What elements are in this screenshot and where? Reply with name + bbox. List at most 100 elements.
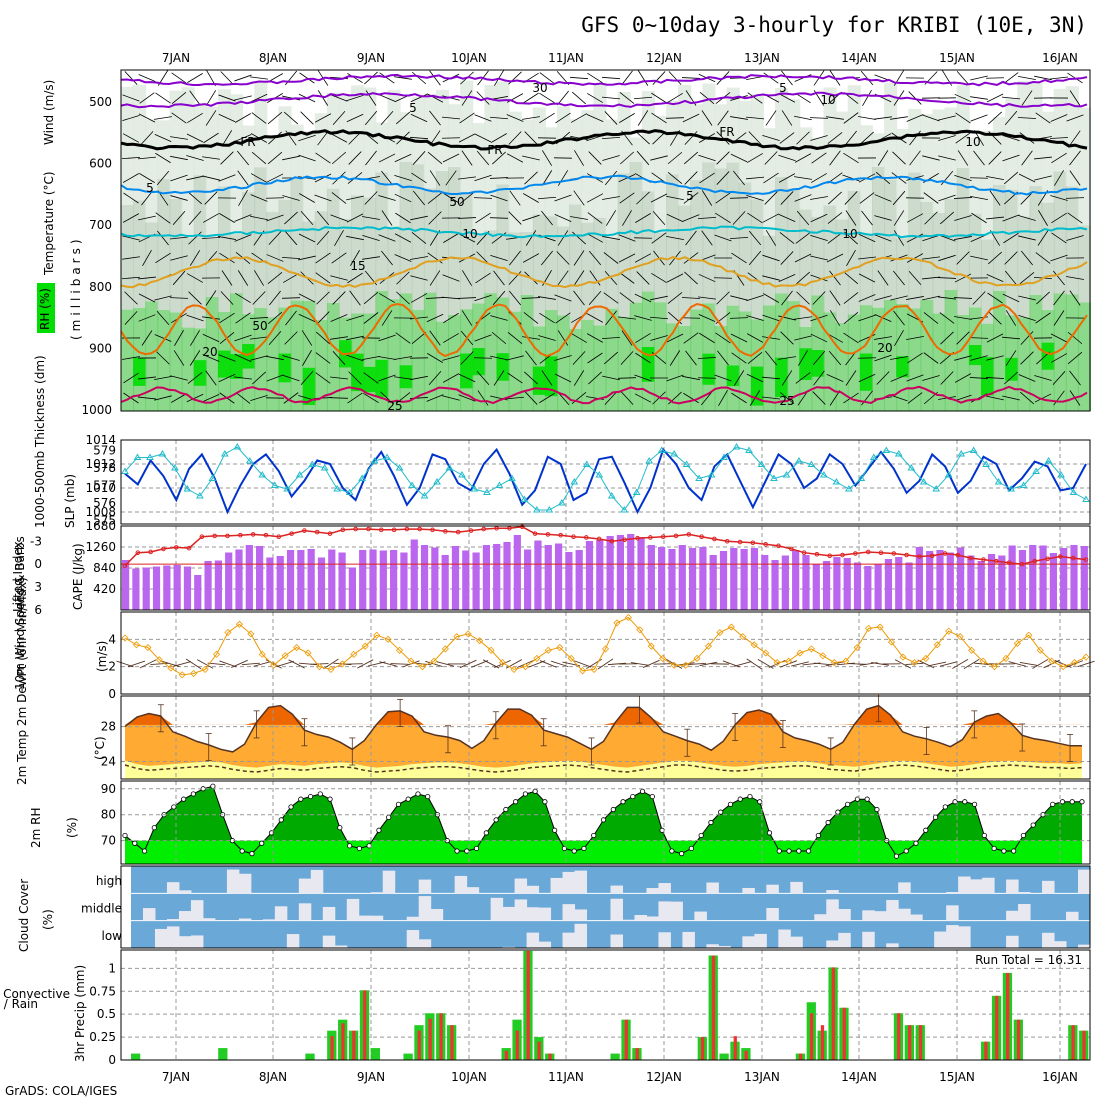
precip-conv-bar [439,1013,443,1060]
rh2m-point [415,791,421,797]
thickness-point [320,464,329,471]
cloud-cover-bar [406,930,420,948]
upper-wind-barb [634,315,652,321]
cloud-cover-bar [838,908,851,921]
contour-label: 5 [409,101,417,115]
upper-wind-barb [442,355,460,361]
li-point [865,549,871,555]
rh-shade-low [738,311,752,411]
cape-bar [936,550,944,610]
upper-wind-barb [474,114,492,122]
li-point [481,526,487,532]
cape-bar [864,566,872,610]
rh2m-point [757,799,763,805]
upper-wind-barb [874,234,892,242]
day-label-bottom: 12JAN [646,1070,682,1084]
cloud-cover-bar [538,907,552,921]
thickness-point [520,495,529,502]
upper-wind-barb [666,195,684,201]
li-tick: 3 [34,580,42,594]
rh-shade-high [181,87,195,238]
rh-shade-low [666,323,680,411]
upper-wind-barb [555,312,571,324]
rh-shade-mid [435,170,450,322]
thickness-point [907,464,916,471]
upper-wind-barb [1003,232,1019,244]
precip-conv-bar [809,1013,814,1060]
wind10-point [933,641,941,649]
rh-shade-low [266,317,280,411]
wind10-point [315,663,324,671]
rh-shade-high [569,119,583,205]
upper-wind-barb [266,254,284,262]
rh-shade-mid [787,188,801,302]
upper-wind-barb [378,234,396,242]
upper-wind-barb [1051,212,1067,224]
upper-wind-barb [1019,391,1035,405]
upper-wind-barb [1065,197,1085,199]
upper-wind-barb [1054,170,1064,186]
upper-wind-barb [316,231,330,245]
slp-tick: 1010 [85,481,116,495]
upper-wind-barb [604,270,618,286]
cloud-cover-bar [202,918,216,921]
contour-label: 20 [202,345,217,359]
upper-wind-barb [218,354,236,362]
upper-wind-barb [250,395,268,401]
upper-wind-barb [667,151,683,165]
upper-wind-barb [794,335,812,341]
cape-bar [802,555,810,610]
wind10-point [910,659,918,667]
upper-wind-barb [619,92,635,104]
cloud-cover-bar [946,905,959,921]
li-point [596,536,602,542]
upper-wind-barb [234,214,252,222]
cape-bar [359,550,367,610]
upper-wind-barb [586,233,604,243]
rh-legend-swatch [37,283,55,333]
precip-conv-bar [363,990,367,1060]
cloud-cover-bar [454,875,468,894]
rh-shade-mid [423,188,437,293]
rh-shade-peak [968,345,982,366]
upper-wind-barb [1004,371,1018,385]
day-label-bottom: 13JAN [744,1070,780,1084]
cloud-cover-bar [466,887,480,894]
upper-wind-barb [396,271,410,285]
upper-wind-barb [989,190,1001,206]
rh2m-point [122,832,128,839]
upper-wind-barb [717,110,729,126]
upper-wind-barb [266,374,284,382]
upper-wind-barb [955,112,971,124]
wind10-point [190,669,198,678]
cape-bar [544,545,552,610]
upper-wind-barb [684,171,698,185]
wind10-barb [848,663,867,665]
upper-wind-barb [1004,110,1018,126]
upper-wind-barb [203,132,219,144]
rh2m-point [298,796,304,802]
cloud-cover-bar [622,919,635,921]
cape-bar [658,547,666,610]
li-point [468,528,474,533]
rh-shade-mid [242,192,256,315]
upper-wind-barb [315,372,331,384]
upper-wind-barb [298,233,316,243]
upper-wind-barb [521,297,541,299]
upper-wind-barb [683,192,699,204]
upper-wind-barb [748,230,762,246]
wind10-point [281,652,289,660]
cloud-cover-bar [1018,891,1031,894]
cloud-cover-bar [1054,941,1067,948]
upper-wind-barb [684,271,698,285]
cape-bar [400,552,408,610]
upper-wind-barb [1018,235,1036,241]
cape-bar [379,550,387,610]
cloud-cover-bar [862,931,875,948]
wind10-barb [436,661,455,667]
rh-shade-high [448,104,462,167]
upper-wind-barb [314,113,332,123]
rh-shade-mid [133,200,147,308]
upper-wind-barb [970,96,988,100]
upper-wind-barb [443,233,459,243]
